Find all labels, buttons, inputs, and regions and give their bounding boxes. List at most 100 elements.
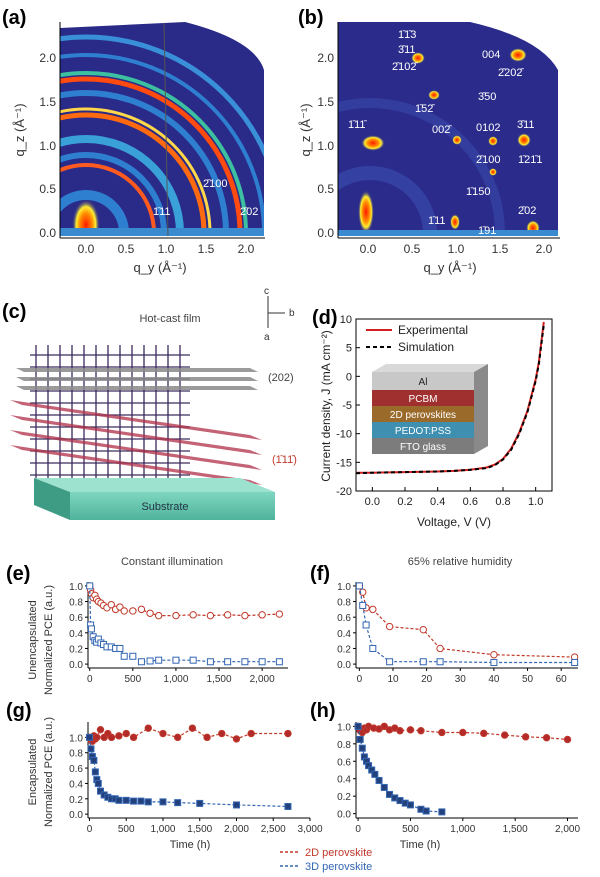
g-xtick-2: 1,000 — [150, 824, 175, 835]
d-xtick-2: 0.4 — [430, 496, 445, 508]
h-point-2d-19 — [542, 734, 551, 742]
g-ytick-3: 0.6 — [69, 764, 83, 775]
shared-legend: 2D perovskite 3D perovskite — [280, 847, 372, 873]
b-ytick-0: 0.0 — [317, 226, 334, 240]
h-point-3d-2 — [358, 744, 366, 752]
d-series-simulation — [355, 324, 545, 475]
e-point-3d-18 — [172, 656, 180, 664]
a-ytick-3: 1.5 — [39, 95, 56, 109]
e-point-2d-23 — [258, 611, 266, 619]
h-point-2d-20 — [563, 735, 572, 744]
g-point-3d-15 — [137, 797, 145, 805]
f-ytick-3: 0.6 — [337, 613, 351, 624]
b-peak-label-6: 3̄50 — [478, 91, 496, 103]
f-point-3d-1 — [359, 601, 367, 609]
b-peak-label-10: 3̄11 — [517, 119, 535, 131]
g-point-2d-9 — [107, 733, 116, 742]
f-xtick-1: 10 — [387, 674, 399, 685]
h-point-2d-8 — [380, 722, 388, 731]
e-xtick-0: 0 — [87, 674, 93, 685]
a-ytick-2: 1.0 — [39, 139, 56, 153]
e-ytick-2: 0.4 — [69, 629, 83, 640]
panel-b: (b) 0.0 0.5 1.0 1.5 2.0 — [298, 7, 560, 275]
d-layer-2d: 2D perovskites — [390, 410, 456, 421]
g-point-3d-1 — [87, 745, 95, 753]
e-ytick-3: 0.6 — [69, 613, 83, 624]
h-ytick-3: 0.6 — [337, 757, 351, 768]
c-plane-111 — [10, 400, 262, 485]
g-point-2d-5 — [93, 733, 101, 742]
c-axis-a: a — [264, 332, 270, 343]
a-ylabel: q_z (Å⁻¹) — [12, 103, 27, 156]
f-ytick-5: 1.0 — [337, 582, 351, 593]
h-point-2d-18 — [521, 733, 530, 741]
b-ytick-3: 1.5 — [317, 95, 334, 109]
d-ytick-5: 5 — [346, 343, 352, 355]
d-legend-simulation: Simulation — [398, 340, 454, 354]
e-point-3d-12 — [116, 644, 124, 652]
g-point-3d-14 — [130, 797, 138, 805]
a-peak-label-2: 2̄02 — [240, 206, 258, 218]
g-point-2d-20 — [247, 729, 255, 738]
g-point-3d-21 — [284, 802, 292, 810]
e-plot-area: 0.0 0.2 0.4 0.6 0.8 1.0 0 500 1,000 1,500 2,000 — [69, 582, 288, 685]
e-xtick-1: 500 — [124, 674, 141, 685]
g-ylabel: Normalized PCE (a.u.) — [43, 717, 55, 827]
h-ytick-2: 0.4 — [337, 775, 351, 786]
g-point-3d-17 — [159, 798, 167, 806]
d-device-inset — [372, 364, 488, 454]
panel-label-f: (f) — [310, 563, 330, 585]
d-xtick-1: 0.2 — [397, 496, 412, 508]
b-peak-label-0: 1̄1̄3 — [398, 29, 416, 41]
a-ytick-1: 0.5 — [39, 182, 56, 196]
b-peak-label-15: 1̄11 — [428, 215, 446, 227]
d-ylabel: Current density, J (mA cm⁻²) — [319, 330, 333, 481]
b-peak-label-1: 3̄11 — [398, 44, 416, 56]
e-xtick-3: 1,500 — [207, 674, 232, 685]
f-point-2d-5 — [419, 625, 427, 634]
g-xtick-5: 2,500 — [261, 824, 286, 835]
g-xlabel: Time (h) — [170, 839, 211, 851]
f-xtick-0: 0 — [357, 674, 363, 685]
g-xtick-1: 500 — [118, 824, 135, 835]
e-point-2d-17 — [154, 611, 163, 620]
e-point-2d-20 — [206, 611, 215, 620]
b-peak-label-7: 1̄11̄ — [348, 119, 368, 131]
h-point-2d-16 — [480, 729, 488, 738]
e-point-2d-10 — [107, 600, 115, 609]
e-point-3d-22 — [241, 658, 249, 666]
c-axis-b: b — [289, 308, 295, 319]
panel-label-e: (e) — [6, 563, 30, 585]
b-ylabel: q_z (Å⁻¹) — [298, 103, 313, 156]
f-ytick-4: 0.8 — [337, 598, 351, 609]
b-peak-label-2: 2̄102̄ — [392, 61, 418, 73]
f-point-3d-3 — [369, 644, 377, 652]
panel-c: (c) Hot-cast film c b a — [2, 286, 297, 520]
e-ytick-4: 0.8 — [69, 598, 83, 609]
g-point-3d-18 — [174, 799, 182, 807]
d-plot-area: 0.0 0.2 0.4 0.6 0.8 1.0 -20 -15 -10 -5 0 5 10 — [336, 314, 545, 508]
c-crystal-axes — [267, 296, 285, 328]
f-title: 65% relative humidity — [408, 556, 513, 568]
f-xtick-5: 50 — [522, 674, 534, 685]
g-ytick-1: 0.2 — [69, 795, 83, 806]
a-ytick-0: 0.0 — [39, 226, 56, 240]
g-ytick-5: 1.0 — [69, 733, 83, 744]
f-point-3d-5 — [419, 658, 427, 666]
a-xtick-1: 0.5 — [118, 242, 135, 256]
g-xtick-0: 0 — [87, 824, 93, 835]
h-ytick-0: 0.0 — [337, 810, 351, 821]
e-ytick-0: 0.0 — [69, 660, 83, 671]
a-ytick-4: 2.0 — [39, 51, 56, 65]
e-point-2d-18 — [172, 611, 180, 620]
g-point-2d-10 — [115, 732, 123, 740]
d-layer-pcbm: PCBM — [409, 394, 438, 405]
b-ytick-1: 0.5 — [317, 182, 334, 196]
h-point-2d-17 — [500, 731, 509, 739]
a-peak-label-0: 2̄100 — [203, 178, 227, 190]
g-point-2d-11 — [122, 729, 130, 738]
e-point-3d-24 — [275, 658, 283, 666]
g-ytick-0: 0.0 — [69, 810, 83, 821]
f-point-2d-6 — [436, 644, 444, 653]
f-point-3d-7 — [490, 659, 498, 667]
